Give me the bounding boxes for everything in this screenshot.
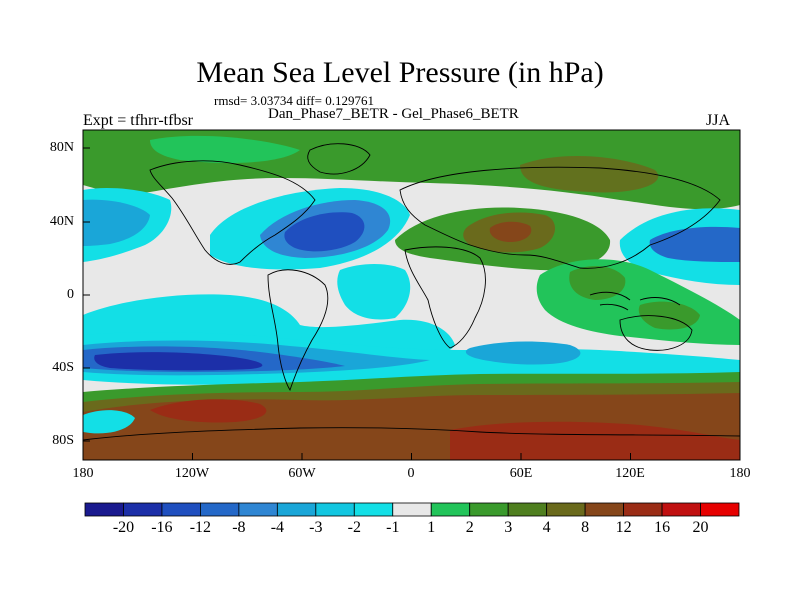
colorbar-box — [84, 502, 124, 517]
field-arctic-green-light — [150, 135, 300, 163]
lat-label-40n: 40N — [49, 214, 74, 229]
lat-label-80n: 80N — [49, 140, 74, 155]
colorbar-box — [661, 502, 701, 517]
coast-north-america — [149, 160, 316, 265]
colorbar-label: 2 — [465, 519, 474, 536]
season-label: JJA — [706, 112, 731, 129]
lon-label-60w: 60W — [288, 466, 316, 481]
colorbar-box — [700, 502, 740, 517]
experiment-label: Expt = tfhrr-tfbsr — [83, 112, 194, 129]
lat-label-80s: 80S — [52, 433, 74, 448]
colorbar-label: 20 — [692, 519, 709, 536]
lat-label-0: 0 — [67, 287, 74, 302]
field-nwpacific-core — [649, 226, 740, 262]
colorbar-label: 12 — [615, 519, 632, 536]
colorbar-label: -4 — [270, 519, 285, 536]
lon-label-0: 0 — [407, 466, 415, 481]
colorbar-box — [123, 502, 163, 517]
colorbar-label: 4 — [542, 519, 551, 536]
coast-australia — [619, 315, 693, 351]
colorbar-box — [315, 502, 355, 517]
colorbar-label: -12 — [189, 519, 212, 536]
field-southern-belt-core — [94, 352, 263, 371]
colorbar-box — [430, 502, 471, 517]
coast-maritime-islands — [589, 291, 681, 311]
comparison-subtitle: Dan_Phase7_BETR - Gel_Phase6_BETR — [268, 106, 519, 122]
chart-title: Mean Sea Level Pressure (in hPa) — [196, 56, 604, 89]
field-npacific-blue2 — [83, 199, 150, 246]
lon-label-60e: 60E — [509, 466, 533, 481]
rmsd-diff-stats: rmsd= 3.03734 diff= 0.129761 — [214, 93, 374, 108]
field-antarctic-low — [450, 421, 740, 460]
field-arctic-strong — [520, 155, 659, 193]
colorbar-box — [200, 502, 240, 517]
colorbar-box — [392, 502, 432, 517]
lon-label-120w: 120W — [174, 466, 210, 481]
axis-ticks — [82, 147, 741, 460]
field-natlantic-core — [284, 212, 365, 252]
colorbar-box — [623, 502, 663, 517]
coast-eurasia — [399, 166, 721, 269]
colorbar — [84, 502, 740, 517]
coastlines — [83, 143, 740, 441]
field-antarctic-red — [150, 399, 267, 423]
colorbar-label: 1 — [427, 519, 436, 536]
lon-label-180w: 180 — [72, 466, 94, 481]
coast-greenland — [307, 143, 371, 175]
colorbar-box — [584, 502, 624, 517]
colorbar-label: 16 — [654, 519, 671, 536]
colorbar-label: 3 — [504, 519, 513, 536]
colorbar-label: -1 — [386, 519, 400, 536]
colorbar-label: -8 — [232, 519, 246, 536]
colorbar-label: 8 — [581, 519, 590, 536]
map-field — [83, 130, 740, 460]
colorbar-label: -2 — [347, 519, 361, 536]
field-indo-dark — [569, 266, 626, 300]
colorbar-box — [161, 502, 201, 517]
colorbar-box — [507, 502, 548, 517]
lon-label-120e: 120E — [615, 466, 645, 481]
colorbar-box — [353, 502, 394, 517]
field-weddell-blue — [83, 410, 135, 434]
colorbar-box — [546, 502, 586, 517]
coast-south-america — [267, 269, 329, 392]
colorbar-label: -3 — [309, 519, 323, 536]
colorbar-box — [469, 502, 509, 517]
coast-antarctica — [83, 427, 740, 441]
colorbar-label: -16 — [151, 519, 173, 536]
lat-label-40s: 40S — [52, 360, 74, 375]
coast-africa — [404, 246, 486, 349]
field-maritime-dark — [638, 301, 700, 330]
colorbar-label: -20 — [112, 519, 135, 536]
lon-label-180e: 180 — [729, 466, 751, 481]
field-eqatlantic-light — [337, 264, 411, 320]
field-sindian-blue — [465, 341, 581, 365]
colorbar-box — [276, 502, 317, 517]
colorbar-box — [238, 502, 278, 517]
field-eurasia-core — [489, 221, 532, 242]
